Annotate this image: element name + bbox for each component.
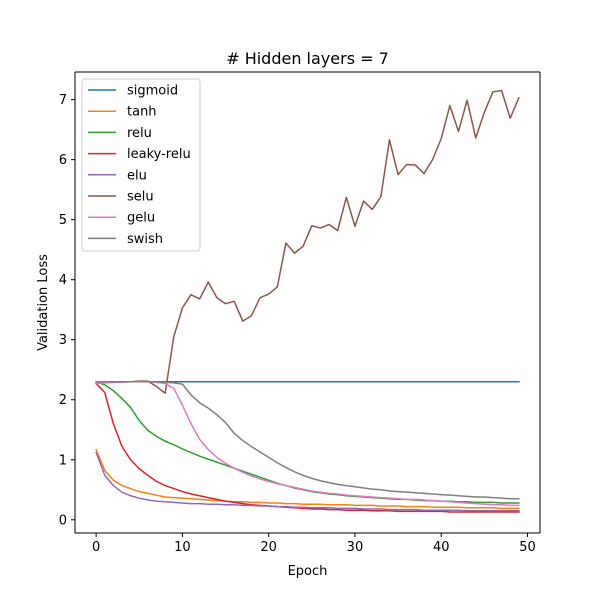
- legend-label-leaky-relu: leaky-relu: [127, 147, 191, 162]
- legend-label-swish: swish: [127, 232, 163, 247]
- series-line-elu: [95, 451, 520, 512]
- legend-label-tanh: tanh: [127, 105, 157, 120]
- x-tick-label: 40: [433, 540, 450, 555]
- y-tick-label: 6: [59, 153, 67, 168]
- x-axis-label: Epoch: [288, 564, 328, 579]
- x-axis-ticks: 0 10 20 30 40 50: [92, 533, 536, 555]
- y-tick-label: 1: [59, 453, 67, 468]
- y-tick-label: 3: [59, 333, 67, 348]
- y-tick-label: 4: [59, 273, 67, 288]
- legend-label-selu: selu: [127, 190, 154, 205]
- legend-label-gelu: gelu: [127, 211, 155, 226]
- y-axis-label: Validation Loss: [36, 254, 51, 351]
- legend-box: [81, 78, 201, 252]
- legend-label-relu: relu: [127, 126, 152, 141]
- series-line-tanh: [95, 448, 520, 510]
- y-tick-label: 7: [59, 93, 67, 108]
- axes-frame: [74, 71, 541, 534]
- legend-label-sigmoid: sigmoid: [127, 84, 178, 99]
- y-tick-label: 0: [59, 513, 67, 528]
- legend: sigmoid tanh relu leaky-relu elu selu gelu swis…: [81, 78, 201, 252]
- x-tick-label: 50: [519, 540, 536, 555]
- series-layer: [95, 89, 520, 513]
- x-tick-label: 20: [260, 540, 277, 555]
- chart-title: # Hidden layers = 7: [226, 49, 389, 68]
- x-tick-label: 10: [174, 540, 191, 555]
- y-axis-ticks: 0 1 2 3 4 5 6 7: [59, 93, 75, 528]
- x-tick-label: 30: [347, 540, 364, 555]
- series-line-swish: [95, 380, 520, 500]
- legend-label-elu: elu: [127, 168, 147, 183]
- legend-entries: sigmoid tanh relu leaky-relu elu selu gelu swis…: [88, 84, 191, 247]
- y-tick-label: 5: [59, 213, 67, 228]
- x-tick-label: 0: [92, 540, 100, 555]
- series-line-gelu: [95, 380, 520, 507]
- y-tick-label: 2: [59, 393, 67, 408]
- series-line-leaky-relu: [95, 382, 520, 513]
